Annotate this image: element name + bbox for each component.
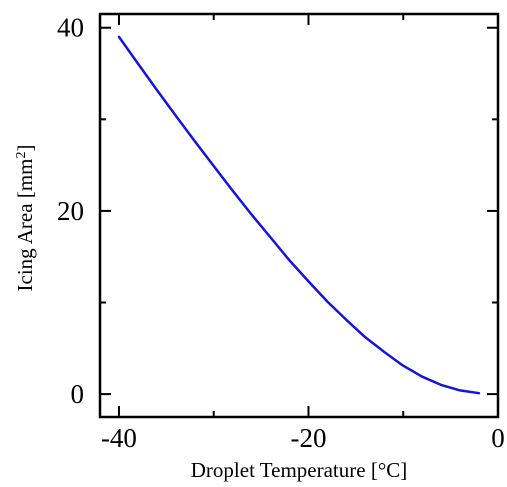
y-axis-label: Icing Area [mm2] — [13, 145, 37, 292]
y-axis-label-close: ] — [13, 145, 37, 152]
y-axis-label-superscript: 2 — [14, 152, 29, 159]
plot-frame — [98, 12, 500, 419]
y-tick-label: 0 — [71, 379, 85, 409]
axis-ticks — [100, 14, 499, 417]
y-axis-label-main: Icing Area [mm — [13, 159, 37, 292]
x-axis-label: Droplet Temperature [°C] — [191, 458, 407, 482]
y-tick-label: 20 — [57, 196, 84, 226]
x-tick-label: -40 — [101, 423, 137, 453]
x-tick-label: -20 — [290, 423, 326, 453]
tick-labels: -40 -20 0 0 20 40 — [57, 13, 505, 453]
series-line — [117, 35, 481, 395]
y-tick-label: 40 — [57, 13, 84, 43]
x-tick-label: 0 — [491, 423, 505, 453]
